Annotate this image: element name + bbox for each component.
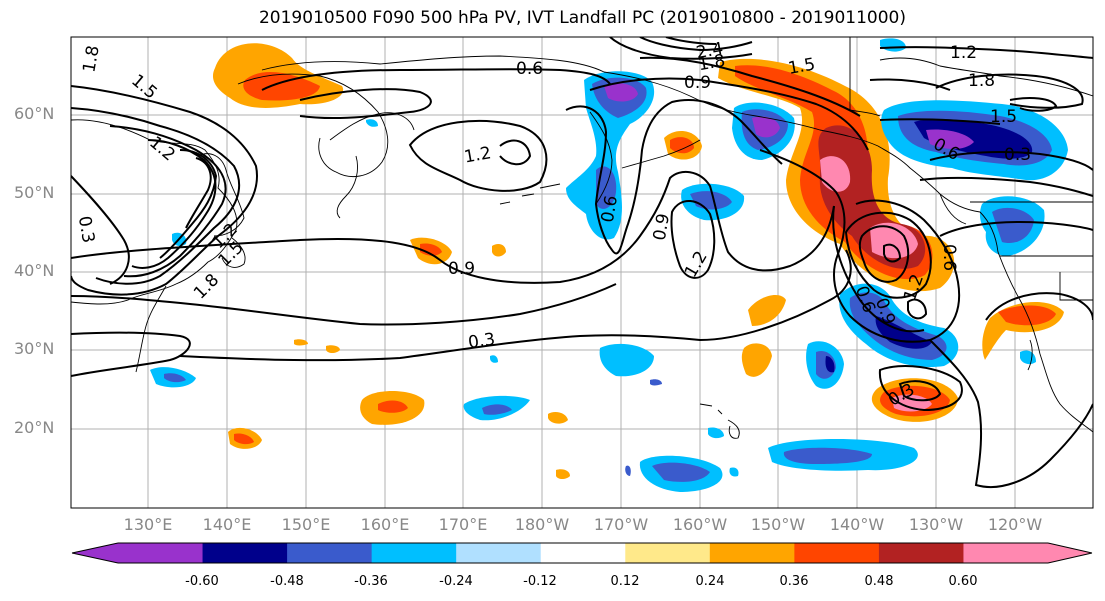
lon-label-160e: 160°E bbox=[360, 515, 410, 534]
lon-label-140e: 140°E bbox=[202, 515, 252, 534]
contour-label: 0.9 bbox=[650, 212, 674, 242]
contour-label: 0.3 bbox=[1004, 145, 1031, 165]
pv-contours bbox=[71, 37, 1093, 489]
contour-label: 0.6 bbox=[598, 194, 622, 224]
colorbar bbox=[71, 542, 1093, 564]
contour-label: 0.3 bbox=[467, 330, 497, 354]
contour-label: 0.6 bbox=[516, 59, 543, 79]
contour-label: 1.8 bbox=[968, 71, 995, 91]
colorbar-cell bbox=[709, 543, 795, 563]
colorbar-tick-label: 0.48 bbox=[864, 574, 894, 589]
figure-title: 2019010500 F090 500 hPa PV, IVT Landfall… bbox=[258, 8, 906, 28]
lon-label-180w: 180°W bbox=[514, 515, 570, 534]
colorbar-cells bbox=[118, 543, 1049, 563]
lat-label-40n: 40°N bbox=[14, 261, 55, 280]
colorbar-cell bbox=[118, 543, 204, 563]
colorbar-tick-label: 0.12 bbox=[610, 574, 640, 589]
lon-label-170w: 170°W bbox=[593, 515, 649, 534]
contour-label: 1.8 bbox=[79, 44, 103, 74]
colorbar-right-extension bbox=[1048, 543, 1092, 563]
lon-label-170e: 170°E bbox=[438, 515, 488, 534]
colorbar-left-extension bbox=[72, 543, 118, 563]
contour-label: 0.3 bbox=[74, 215, 98, 245]
lat-label-50n: 50°N bbox=[14, 183, 55, 202]
colorbar-tick-label: 0.24 bbox=[695, 574, 725, 589]
lon-label-150e: 150°E bbox=[281, 515, 331, 534]
lon-label-130w: 130°W bbox=[908, 515, 964, 534]
colorbar-cell bbox=[456, 543, 542, 563]
contour-label: 1.2 bbox=[950, 43, 977, 63]
contour-label: 0.6 bbox=[939, 244, 959, 271]
contour-label: 1.5 bbox=[990, 107, 1017, 127]
coastlines bbox=[71, 37, 1093, 439]
colorbar-tick-label: -0.36 bbox=[354, 574, 388, 589]
colorbar-cell bbox=[287, 543, 373, 563]
contour-label: 0.9 bbox=[684, 73, 711, 93]
colorbar-tick-label: 0.36 bbox=[779, 574, 809, 589]
colorbar-cell bbox=[794, 543, 880, 563]
colorbar-tick-label: -0.12 bbox=[523, 574, 557, 589]
colorbar-tick-label: -0.48 bbox=[270, 574, 304, 589]
map-frame bbox=[70, 36, 1094, 509]
negative-pv-anomaly-regions bbox=[150, 38, 1068, 492]
contour-label: 1.2 bbox=[463, 143, 493, 167]
lon-label-150w: 150°W bbox=[750, 515, 806, 534]
colorbar-cell bbox=[878, 543, 964, 563]
lon-label-120w: 120°W bbox=[987, 515, 1043, 534]
colorbar-cell bbox=[202, 543, 288, 563]
contour-label: 1.5 bbox=[787, 55, 817, 79]
lat-label-60n: 60°N bbox=[14, 104, 55, 123]
colorbar-cell bbox=[963, 543, 1049, 563]
colorbar-tick-label: -0.60 bbox=[185, 574, 219, 589]
lon-label-160w: 160°W bbox=[672, 515, 728, 534]
lon-label-130e: 130°E bbox=[123, 515, 173, 534]
contour-label: 2.4 bbox=[695, 39, 725, 63]
lat-label-30n: 30°N bbox=[14, 339, 55, 358]
colorbar-cell bbox=[371, 543, 457, 563]
contour-label: 1.8 bbox=[697, 51, 727, 75]
colorbar-cell bbox=[540, 543, 626, 563]
colorbar-cell bbox=[625, 543, 711, 563]
colorbar-tick-label: 0.60 bbox=[948, 574, 978, 589]
lon-label-140w: 140°W bbox=[829, 515, 885, 534]
colorbar-tick-label: -0.24 bbox=[439, 574, 473, 589]
lat-label-20n: 20°N bbox=[14, 418, 55, 437]
contour-label: 0.9 bbox=[448, 259, 475, 279]
pv-anomaly-shading bbox=[150, 38, 1068, 492]
